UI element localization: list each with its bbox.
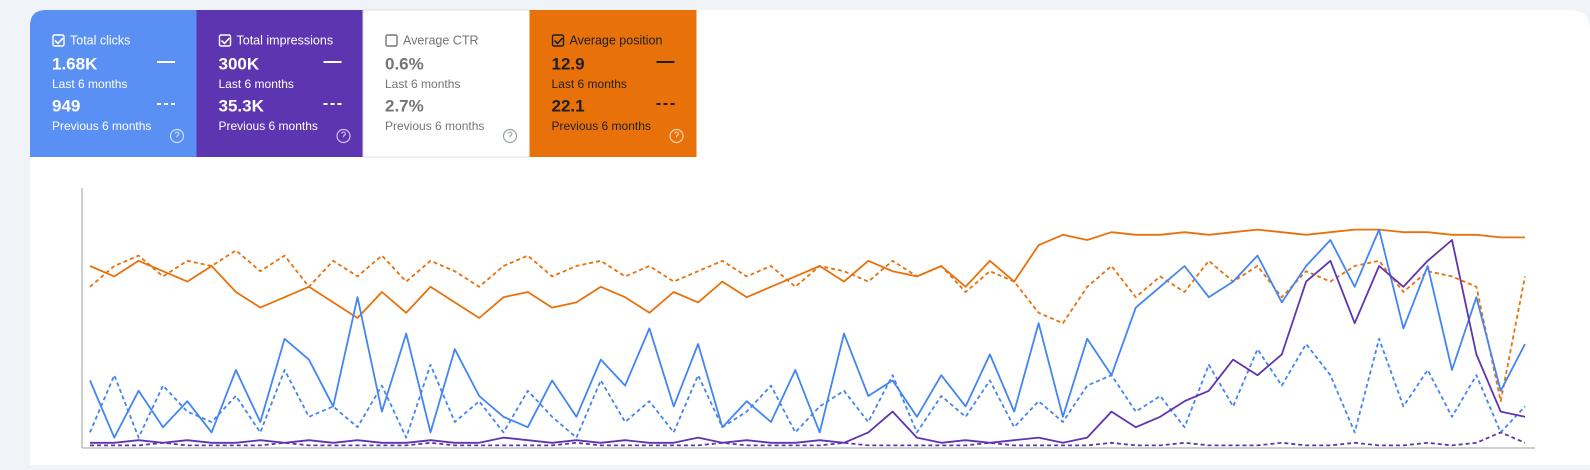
series-line (89, 228, 1526, 439)
metric-card[interactable] (30, 10, 197, 157)
current-period: Last 6 months (385, 77, 460, 91)
previous-value: 2.7% (385, 96, 424, 115)
series-line (89, 249, 1526, 403)
help-icon[interactable] (502, 128, 518, 144)
previous-period: Previous 6 months (52, 119, 151, 133)
metric-card[interactable] (196, 10, 364, 157)
previous-value: 35.3K (219, 96, 265, 115)
checkbox[interactable] (52, 34, 65, 47)
checkbox[interactable] (218, 34, 232, 47)
help-icon[interactable] (336, 128, 351, 144)
checkbox[interactable] (551, 34, 565, 47)
series-line (89, 337, 1526, 439)
series-line (90, 431, 1526, 447)
metric-card[interactable] (529, 10, 697, 157)
checkmark (553, 37, 564, 45)
metric-label: Average position (570, 33, 663, 47)
previous-period: Previous 6 months (552, 119, 651, 133)
current-period: Last 6 months (52, 77, 127, 91)
help-mark (341, 131, 347, 138)
help-icon[interactable] (169, 128, 185, 144)
help-mark (507, 131, 513, 138)
checkmark (54, 37, 64, 45)
previous-period: Previous 6 months (385, 119, 484, 133)
metric-label: Total clicks (70, 33, 130, 47)
series-line (89, 228, 1525, 319)
checkmark (220, 37, 231, 45)
series-line (90, 239, 1526, 444)
current-period: Last 6 months (219, 77, 294, 91)
current-value: 1.68K (52, 54, 98, 73)
checkbox[interactable] (385, 34, 398, 47)
current-period: Last 6 months (552, 77, 627, 91)
previous-period: Previous 6 months (219, 119, 318, 133)
previous-value: 22.1 (552, 96, 585, 115)
current-value: 300K (219, 54, 260, 73)
metric-label: Total impressions (237, 33, 334, 47)
previous-value: 949 (52, 96, 80, 115)
help-icon[interactable] (669, 128, 684, 144)
metric-label: Average CTR (403, 33, 479, 47)
current-value: 12.9 (552, 54, 585, 73)
help-mark (674, 131, 680, 138)
help-mark (174, 131, 180, 138)
current-value: 0.6% (385, 54, 424, 73)
